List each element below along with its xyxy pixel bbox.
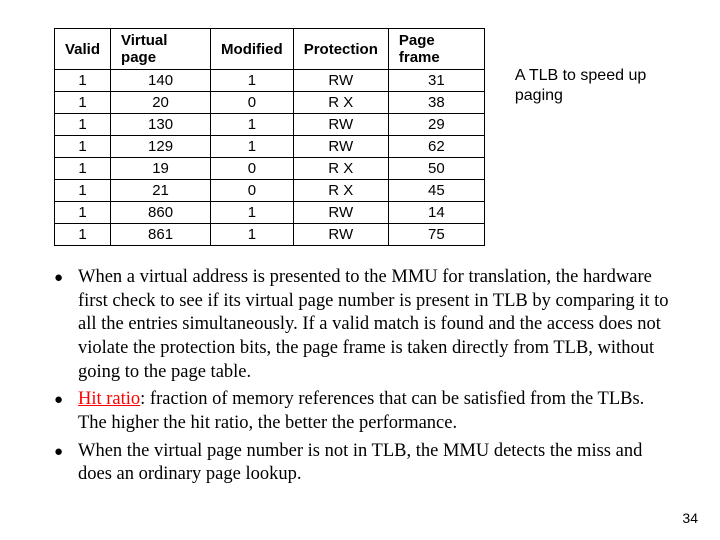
table-cell: 1	[55, 92, 111, 114]
table-cell: 1	[211, 114, 294, 136]
table-cell: 14	[388, 202, 484, 224]
table-cell: 0	[211, 92, 294, 114]
table-row: 11291RW62	[55, 136, 485, 158]
table-row: 1210R X45	[55, 180, 485, 202]
table-cell: R X	[293, 180, 388, 202]
table-cell: RW	[293, 224, 388, 246]
table-cell: 1	[55, 114, 111, 136]
table-header: Protection	[293, 29, 388, 70]
table-cell: 1	[55, 180, 111, 202]
table-cell: 129	[111, 136, 211, 158]
bullet-list: When a virtual address is presented to t…	[0, 246, 720, 487]
tlb-table: ValidVirtual pageModifiedProtectionPage …	[54, 28, 485, 246]
table-cell: 19	[111, 158, 211, 180]
table-cell: 75	[388, 224, 484, 246]
slide: ValidVirtual pageModifiedProtectionPage …	[0, 0, 720, 540]
table-cell: 1	[211, 202, 294, 224]
table-cell: 1	[55, 136, 111, 158]
table-cell: 62	[388, 136, 484, 158]
table-header-row: ValidVirtual pageModifiedProtectionPage …	[55, 29, 485, 70]
table-body: 11401RW311200R X3811301RW2911291RW621190…	[55, 70, 485, 246]
table-cell: RW	[293, 70, 388, 92]
table-cell: 1	[55, 70, 111, 92]
table-cell: R X	[293, 158, 388, 180]
bullet-2-rest: : fraction of memory references that can…	[78, 389, 644, 433]
table-cell: 1	[211, 136, 294, 158]
hit-ratio-term: Hit ratio	[78, 389, 140, 409]
table-cell: 861	[111, 224, 211, 246]
table-cell: R X	[293, 92, 388, 114]
top-row: ValidVirtual pageModifiedProtectionPage …	[0, 0, 720, 246]
table-cell: 860	[111, 202, 211, 224]
table-cell: 21	[111, 180, 211, 202]
table-row: 11401RW31	[55, 70, 485, 92]
table-header: Virtual page	[111, 29, 211, 70]
table-cell: RW	[293, 114, 388, 136]
bullet-1: When a virtual address is presented to t…	[54, 266, 672, 384]
table-cell: 0	[211, 180, 294, 202]
table-cell: 29	[388, 114, 484, 136]
table-cell: RW	[293, 202, 388, 224]
table-cell: 50	[388, 158, 484, 180]
table-row: 11301RW29	[55, 114, 485, 136]
table-row: 1190R X50	[55, 158, 485, 180]
table-header: Valid	[55, 29, 111, 70]
table-cell: 0	[211, 158, 294, 180]
table-row: 1200R X38	[55, 92, 485, 114]
table-cell: 140	[111, 70, 211, 92]
page-number: 34	[682, 510, 698, 526]
table-cell: 31	[388, 70, 484, 92]
table-cell: 38	[388, 92, 484, 114]
table-row: 18611RW75	[55, 224, 485, 246]
table-cell: 1	[55, 202, 111, 224]
table-cell: 1	[211, 70, 294, 92]
table-header: Modified	[211, 29, 294, 70]
table-cell: 1	[55, 224, 111, 246]
table-row: 18601RW14	[55, 202, 485, 224]
bullet-3: When the virtual page number is not in T…	[54, 440, 672, 487]
table-cell: 45	[388, 180, 484, 202]
table-cell: 1	[55, 158, 111, 180]
table-caption: A TLB to speed up paging	[515, 66, 665, 106]
table-cell: 130	[111, 114, 211, 136]
table-cell: 1	[211, 224, 294, 246]
table-cell: RW	[293, 136, 388, 158]
bullet-2: Hit ratio: fraction of memory references…	[54, 388, 672, 435]
table-cell: 20	[111, 92, 211, 114]
table-header: Page frame	[388, 29, 484, 70]
